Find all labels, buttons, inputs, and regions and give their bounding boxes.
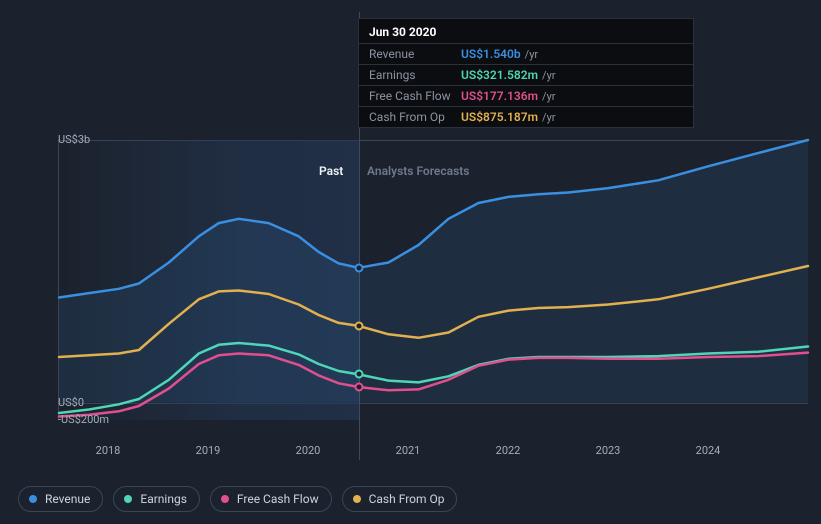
legend-label: Cash From Op — [369, 492, 445, 506]
y-axis-label: -US$200m — [58, 413, 62, 426]
tooltip-row: Cash From OpUS$875.187m/yr — [359, 106, 693, 127]
tooltip-title: Jun 30 2020 — [359, 19, 693, 43]
legend-dot — [29, 495, 37, 503]
x-axis-tick: 2018 — [96, 444, 121, 457]
x-axis-tick: 2019 — [196, 444, 221, 457]
legend-item-free_cash_flow[interactable]: Free Cash Flow — [210, 486, 332, 512]
legend-dot — [124, 495, 132, 503]
chart-legend: Revenue Earnings Free Cash Flow Cash From O… — [18, 486, 457, 512]
legend-dot — [353, 495, 361, 503]
tooltip-row: Free Cash FlowUS$177.136m/yr — [359, 85, 693, 106]
cash_from_op-marker — [355, 321, 364, 330]
x-axis-tick: 2020 — [296, 444, 321, 457]
plot-area[interactable]: Past Analysts Forecasts — [58, 140, 808, 420]
tooltip-key: Cash From Op — [369, 110, 461, 124]
legend-label: Revenue — [45, 492, 90, 506]
tooltip-row: RevenueUS$1.540b/yr — [359, 43, 693, 64]
tooltip-key: Free Cash Flow — [369, 89, 461, 103]
tooltip-row: EarningsUS$321.582m/yr — [359, 64, 693, 85]
legend-dot — [221, 495, 229, 503]
tooltip-value: US$875.187m — [461, 110, 538, 124]
revenue-area — [59, 140, 808, 403]
chart-tooltip: Jun 30 2020 RevenueUS$1.540b/yrEarningsU… — [358, 18, 694, 128]
free_cash_flow-marker — [355, 383, 364, 392]
financials-chart: Past Analysts Forecasts US$3bUS$0-US$200… — [18, 128, 808, 420]
tooltip-value: US$1.540b — [461, 47, 521, 61]
tooltip-unit: /yr — [542, 69, 555, 82]
x-axis-tick: 2023 — [596, 444, 621, 457]
tooltip-unit: /yr — [525, 48, 538, 61]
earnings-marker — [355, 370, 364, 379]
legend-item-earnings[interactable]: Earnings — [113, 486, 200, 512]
chart-svg — [59, 140, 808, 420]
revenue-marker — [355, 263, 364, 272]
x-axis-tick: 2021 — [396, 444, 421, 457]
y-axis-label: US$0 — [58, 396, 62, 409]
legend-label: Free Cash Flow — [237, 492, 319, 506]
y-axis-label: US$3b — [58, 133, 62, 146]
legend-item-revenue[interactable]: Revenue — [18, 486, 103, 512]
tooltip-value: US$177.136m — [461, 89, 538, 103]
tooltip-unit: /yr — [542, 90, 555, 103]
x-axis-tick: 2024 — [696, 444, 721, 457]
legend-label: Earnings — [140, 492, 187, 506]
x-axis: 2018 2019 2020 2021 2022 2023 2024 — [58, 444, 808, 464]
legend-item-cash_from_op[interactable]: Cash From Op — [342, 486, 458, 512]
tooltip-key: Earnings — [369, 68, 461, 82]
tooltip-key: Revenue — [369, 47, 461, 61]
tooltip-unit: /yr — [542, 111, 555, 124]
tooltip-value: US$321.582m — [461, 68, 538, 82]
x-axis-tick: 2022 — [496, 444, 521, 457]
